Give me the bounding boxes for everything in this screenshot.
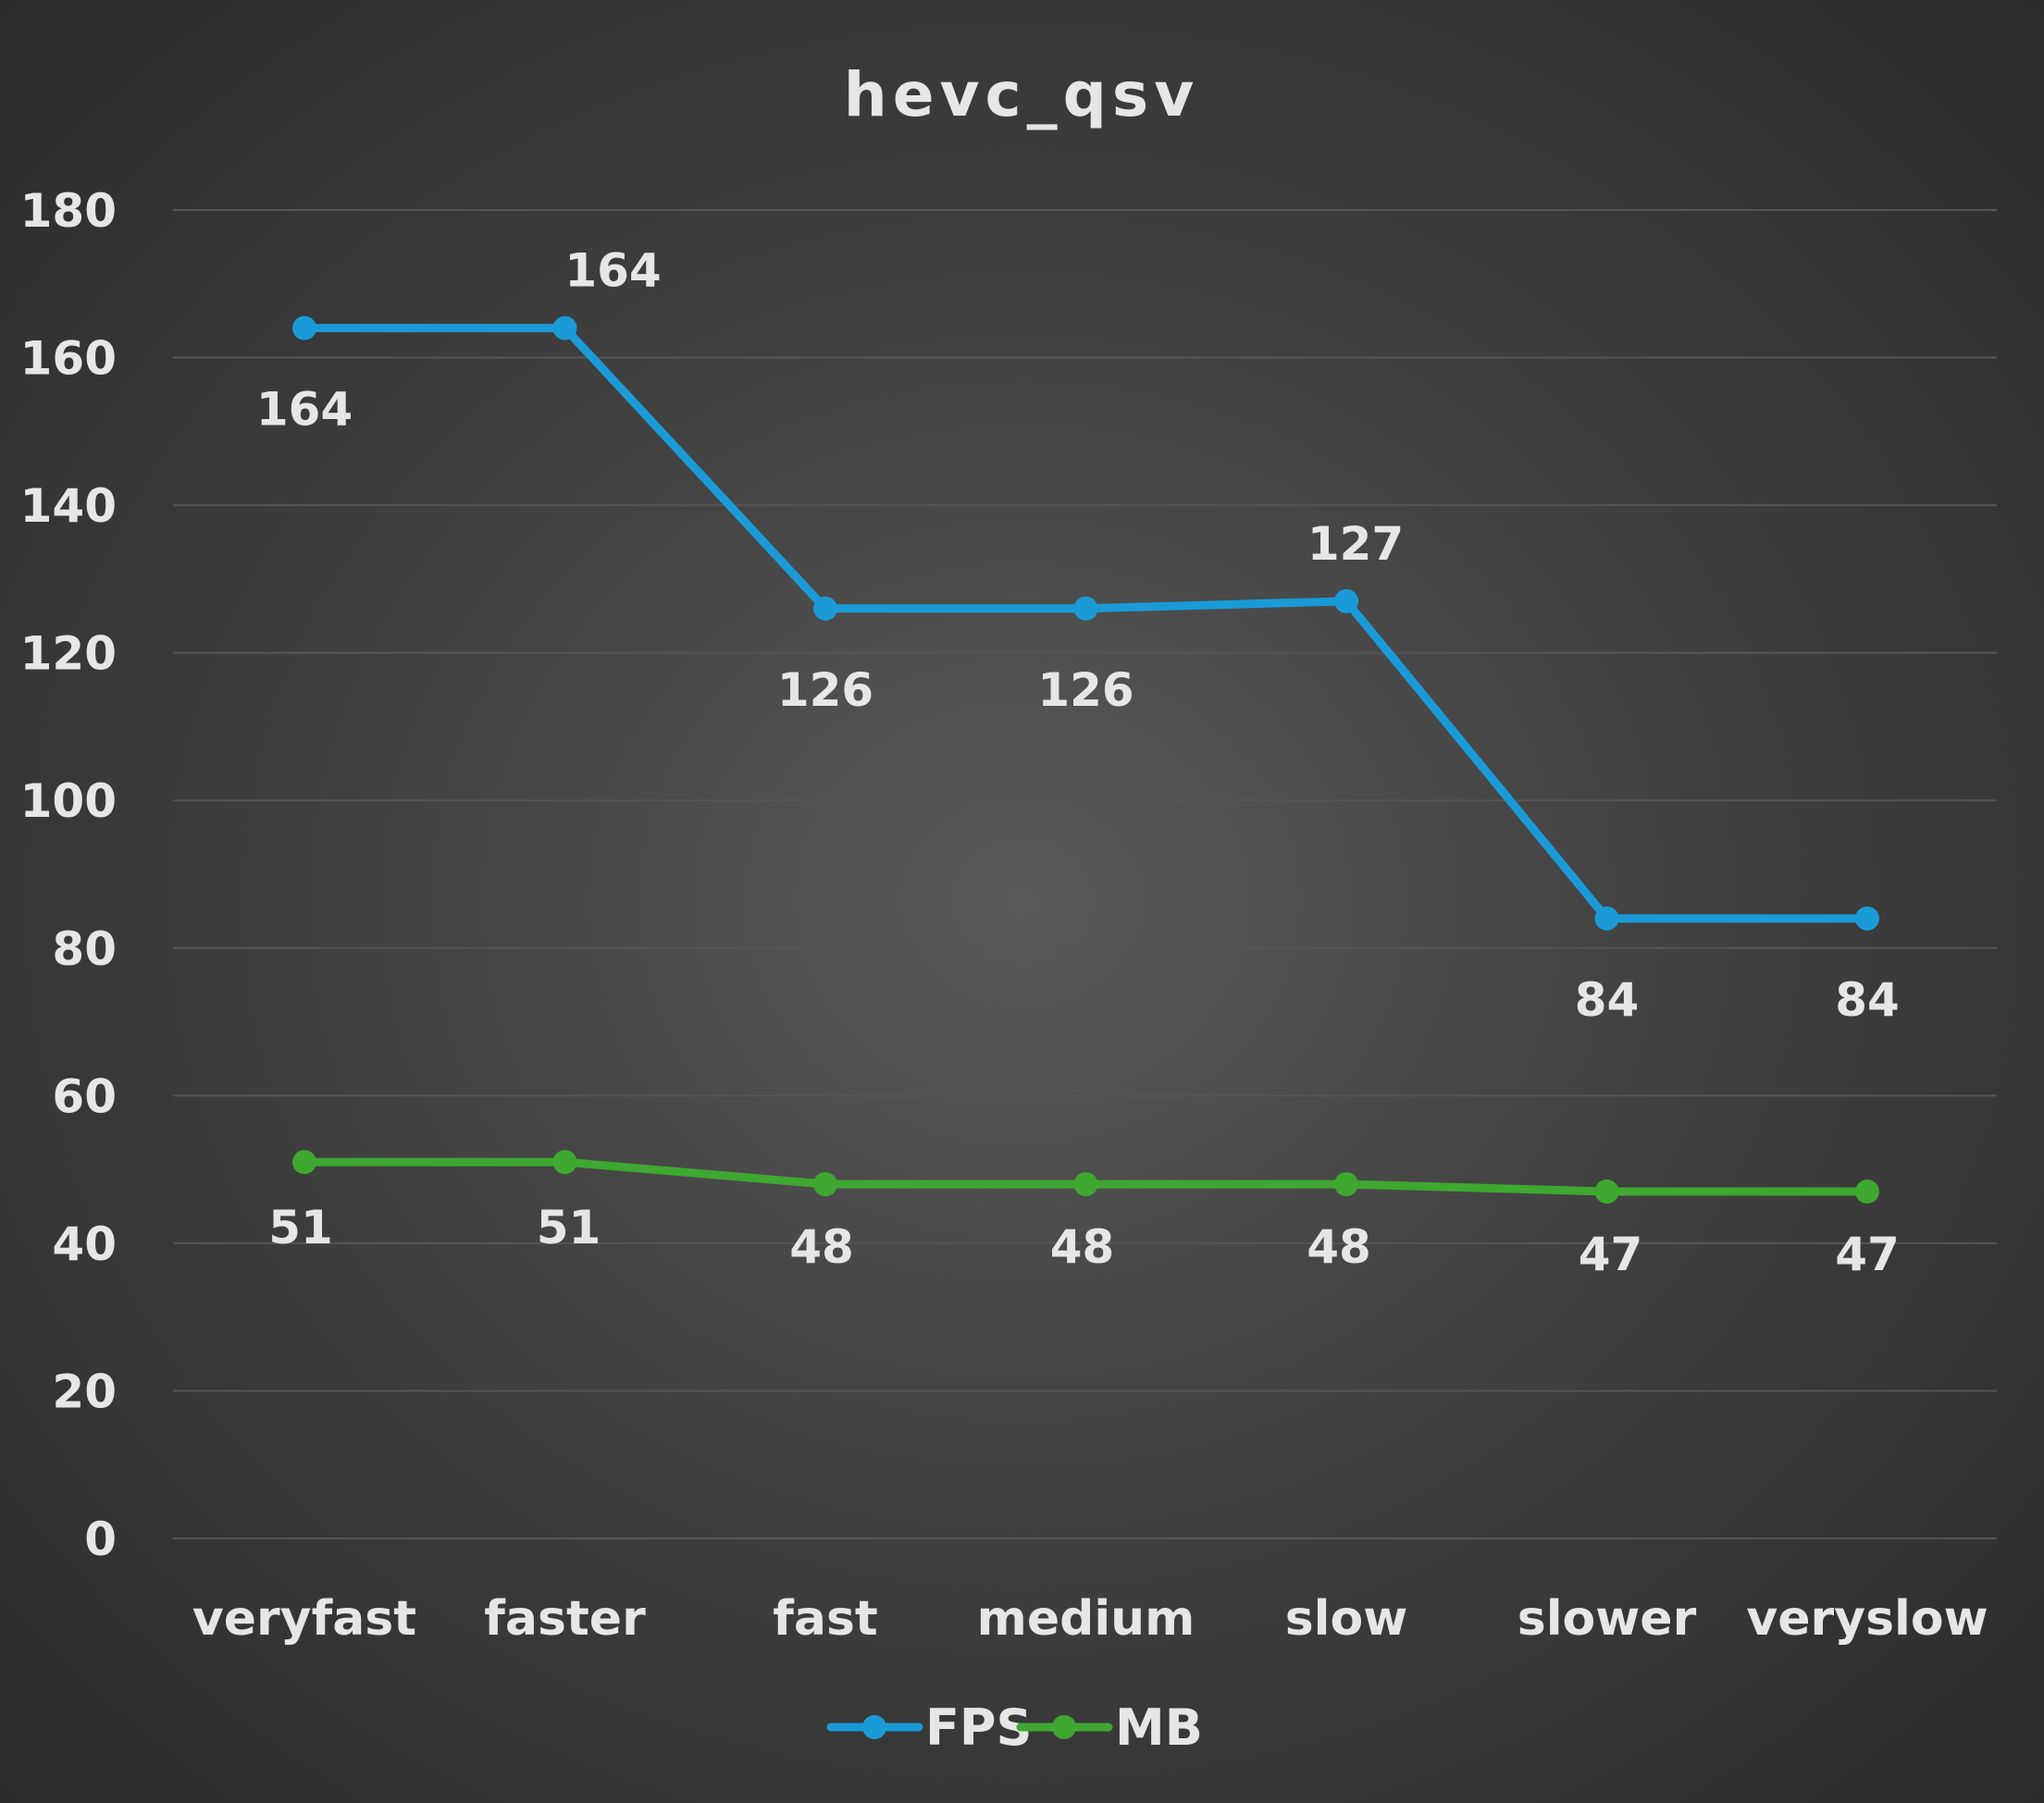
y-axis-ticks: 0 20 40 60 80 100 120 140 160 180 bbox=[20, 184, 117, 1566]
data-label-fps: 164 bbox=[564, 244, 661, 298]
legend-item-fps: FPS bbox=[826, 1698, 1032, 1757]
data-label-fps: 127 bbox=[1307, 517, 1404, 571]
data-label-fps: 164 bbox=[256, 383, 353, 437]
data-label-fps: 126 bbox=[1037, 663, 1133, 717]
data-label-fps: 84 bbox=[1575, 973, 1640, 1027]
legend-item-mb: MB bbox=[1016, 1698, 1203, 1757]
series-lines bbox=[292, 315, 1879, 1204]
x-tick-label: medium bbox=[977, 1591, 1195, 1647]
data-label-mb: 47 bbox=[1579, 1228, 1643, 1281]
x-tick-label: faster bbox=[484, 1591, 646, 1647]
legend-label: FPS bbox=[925, 1698, 1032, 1757]
y-tick-label: 60 bbox=[52, 1069, 117, 1123]
data-label-mb: 48 bbox=[1050, 1220, 1115, 1274]
x-axis-ticks: veryfast faster fast medium slow slower verysl… bbox=[192, 1591, 1988, 1647]
y-tick-label: 160 bbox=[20, 332, 117, 386]
data-point-fps bbox=[552, 315, 577, 340]
data-label-mb: 51 bbox=[537, 1201, 601, 1254]
y-tick-label: 20 bbox=[52, 1365, 117, 1418]
data-point-fps bbox=[1594, 906, 1619, 931]
legend-swatch-marker bbox=[862, 1715, 886, 1739]
data-label-fps: 84 bbox=[1835, 973, 1900, 1027]
y-tick-label: 40 bbox=[52, 1217, 117, 1271]
y-tick-label: 180 bbox=[20, 184, 117, 238]
data-point-fps bbox=[292, 315, 316, 340]
y-tick-label: 100 bbox=[20, 774, 117, 828]
data-point-mb bbox=[1855, 1179, 1879, 1204]
chart-title: hevc_qsv bbox=[844, 59, 1199, 130]
data-label-mb: 51 bbox=[268, 1201, 333, 1254]
series-line-fps bbox=[300, 324, 1872, 923]
data-point-fps bbox=[1073, 596, 1098, 621]
data-label-mb: 47 bbox=[1835, 1228, 1900, 1281]
y-tick-label: 120 bbox=[20, 627, 117, 681]
data-point-fps bbox=[1855, 906, 1879, 931]
legend-swatch-marker bbox=[1052, 1715, 1076, 1739]
data-point-mb bbox=[1334, 1172, 1358, 1197]
data-point-mb bbox=[552, 1150, 577, 1175]
x-tick-label: veryfast bbox=[192, 1591, 416, 1647]
data-labels: 164 164 126 126 127 84 84 51 51 48 48 48 47 47 bbox=[256, 244, 1900, 1281]
data-point-mb bbox=[813, 1172, 837, 1197]
x-tick-label: veryslow bbox=[1746, 1591, 1988, 1647]
x-tick-label: slower bbox=[1518, 1591, 1697, 1647]
legend-label: MB bbox=[1115, 1698, 1203, 1757]
data-label-mb: 48 bbox=[1307, 1220, 1371, 1274]
y-tick-label: 140 bbox=[20, 479, 117, 533]
data-point-mb bbox=[1594, 1179, 1619, 1204]
y-tick-label: 80 bbox=[52, 922, 117, 976]
legend: FPS MB bbox=[826, 1698, 1203, 1757]
data-label-mb: 48 bbox=[789, 1220, 854, 1274]
x-tick-label: slow bbox=[1285, 1591, 1408, 1647]
data-point-mb bbox=[292, 1150, 316, 1175]
y-tick-label: 0 bbox=[84, 1513, 117, 1566]
x-tick-label: fast bbox=[773, 1591, 878, 1647]
data-point-mb bbox=[1073, 1172, 1098, 1197]
data-point-fps bbox=[1334, 588, 1358, 613]
gridlines bbox=[173, 209, 1997, 1539]
data-point-fps bbox=[813, 596, 837, 621]
data-label-fps: 126 bbox=[777, 663, 873, 717]
